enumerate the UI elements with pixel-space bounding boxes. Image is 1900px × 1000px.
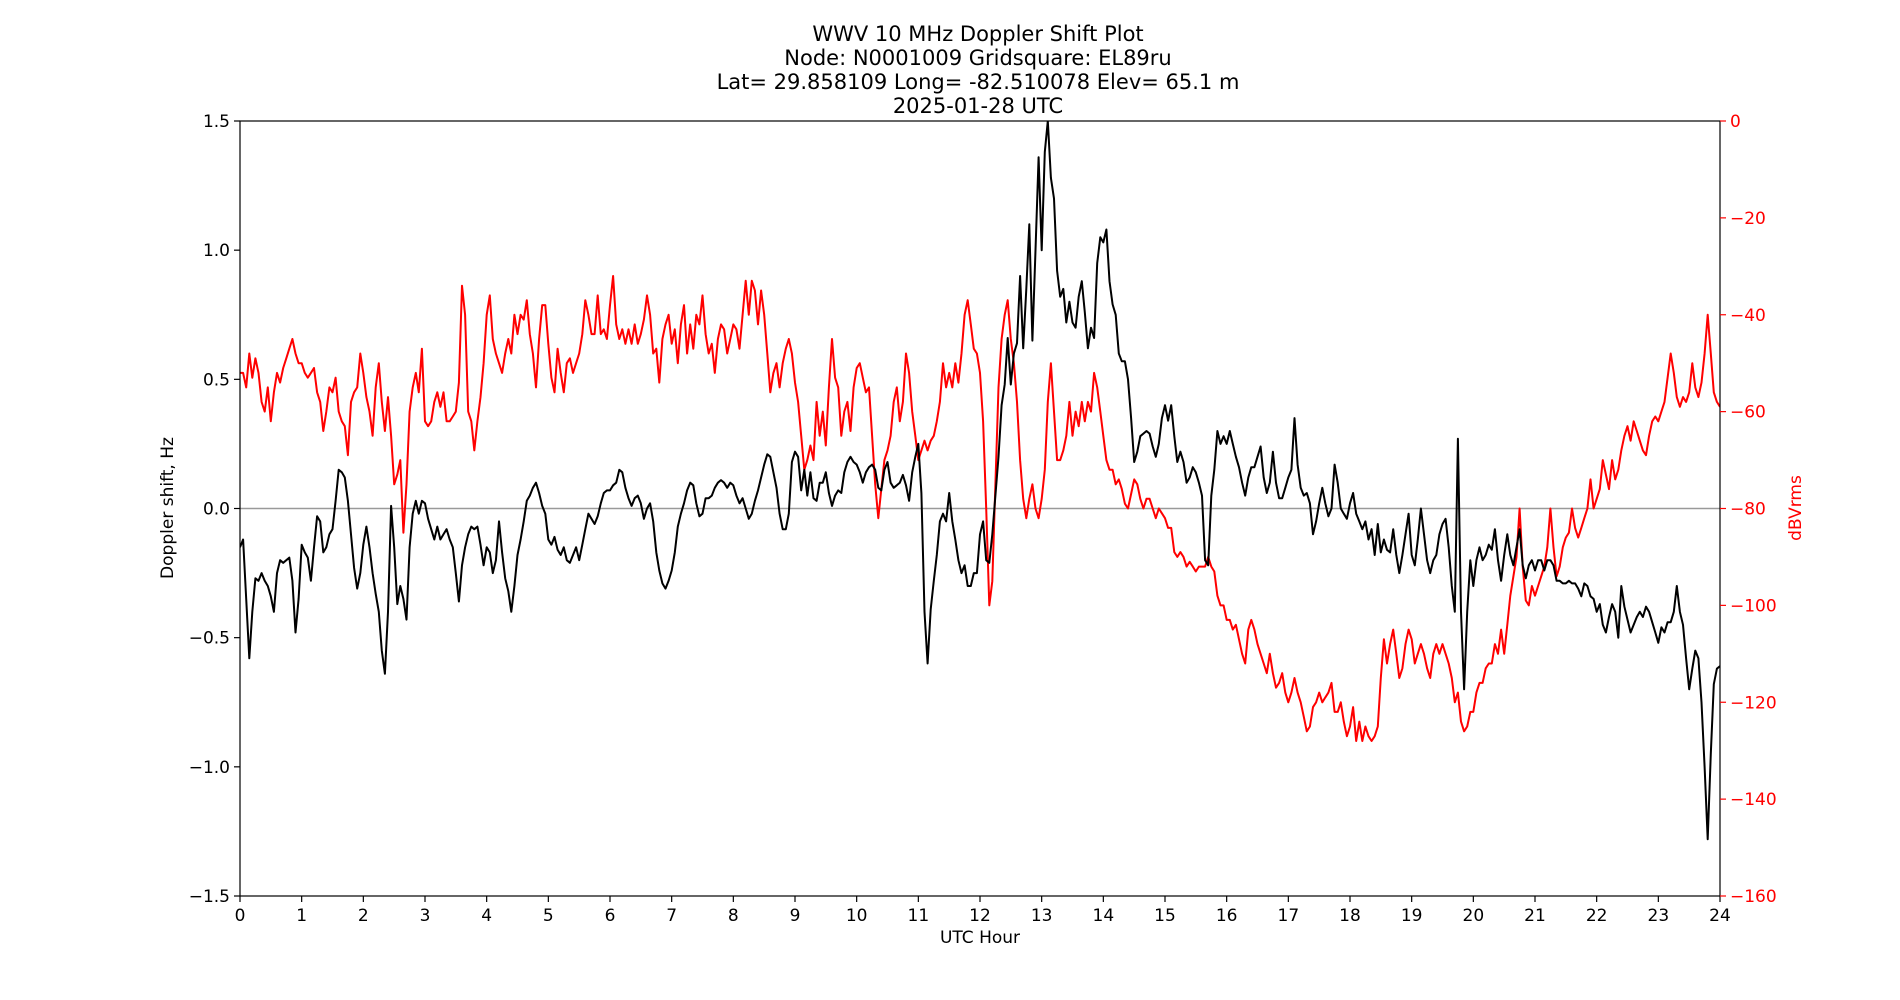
x-tick-label: 22: [1586, 906, 1608, 926]
title-line-2: Node: N0001009 Gridsquare: EL89ru: [784, 46, 1171, 70]
y-tick-label: −0.5: [189, 629, 230, 649]
x-tick-label: 13: [1031, 906, 1053, 926]
y2-tick-label: −140: [1730, 790, 1777, 810]
series-signal-level-line: [240, 275, 1720, 742]
x-tick-label: 14: [1093, 906, 1115, 926]
y2-tick-label: −20: [1730, 209, 1766, 229]
y-axis-right: −160 −140 −120 −100 −80 −60 −40 −20 0: [1720, 112, 1777, 907]
x-tick-label: 10: [846, 906, 868, 926]
x-tick-label: 23: [1648, 906, 1670, 926]
title-line-4: 2025-01-28 UTC: [893, 94, 1063, 118]
x-tick-label: 4: [481, 906, 492, 926]
y-axis-left: −1.5 −1.0 −0.5 0.0 0.5 1.0 1.5: [189, 112, 240, 907]
x-tick-label: 17: [1278, 906, 1300, 926]
y-tick-label: −1.5: [189, 887, 230, 907]
x-tick-label: 6: [605, 906, 616, 926]
x-tick-label: 7: [666, 906, 677, 926]
x-axis-label: UTC Hour: [940, 928, 1020, 948]
x-tick-label: 0: [235, 906, 246, 926]
y-axis-label: Doppler shift, Hz: [158, 437, 178, 579]
x-tick-label: 16: [1216, 906, 1238, 926]
y-tick-label: 0.0: [203, 500, 230, 520]
y-tick-label: 1.5: [203, 112, 230, 132]
x-tick-label: 9: [790, 906, 801, 926]
x-tick-label: 8: [728, 906, 739, 926]
x-tick-label: 15: [1154, 906, 1176, 926]
y2-tick-label: −80: [1730, 500, 1766, 520]
y2-tick-label: −60: [1730, 403, 1766, 423]
x-tick-label: 3: [420, 906, 431, 926]
x-tick-label: 12: [969, 906, 991, 926]
x-tick-label: 5: [543, 906, 554, 926]
y2-tick-label: −160: [1730, 887, 1777, 907]
x-tick-label: 19: [1401, 906, 1423, 926]
chart-title: WWV 10 MHz Doppler Shift Plot Node: N000…: [717, 22, 1240, 118]
y-tick-label: 1.0: [203, 241, 230, 261]
x-tick-label: 20: [1463, 906, 1485, 926]
title-line-3: Lat= 29.858109 Long= -82.510078 Elev= 65…: [717, 70, 1240, 94]
y2-axis-label: dBVrms: [1786, 475, 1806, 541]
y2-tick-label: 0: [1730, 112, 1741, 132]
x-tick-label: 18: [1339, 906, 1361, 926]
x-tick-label: 11: [908, 906, 930, 926]
x-tick-label: 24: [1709, 906, 1731, 926]
title-line-1: WWV 10 MHz Doppler Shift Plot: [812, 22, 1143, 46]
y-tick-label: −1.0: [189, 758, 230, 778]
x-tick-label: 1: [296, 906, 307, 926]
x-tick-label: 21: [1524, 906, 1546, 926]
x-tick-label: 2: [358, 906, 369, 926]
x-axis: 0 1 2 3 4 5 6 7 8 9 10 11 12 13 14 15 16 17 18 19 20 21 22 23 24: [235, 896, 1731, 926]
y2-tick-label: −40: [1730, 306, 1766, 326]
y2-tick-label: −100: [1730, 596, 1777, 616]
y-tick-label: 0.5: [203, 370, 230, 390]
series-doppler-shift-line: [240, 121, 1720, 841]
y2-tick-label: −120: [1730, 693, 1777, 713]
